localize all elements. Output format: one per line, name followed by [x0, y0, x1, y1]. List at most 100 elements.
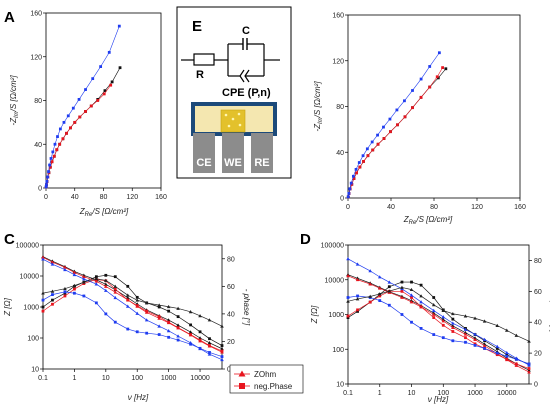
x-tick-label: 100 — [131, 375, 143, 382]
impedance-point-blue — [41, 257, 45, 261]
x-axis-label: ZRe/S [Ω/cm²] — [403, 215, 453, 226]
panel-letter-a: A — [4, 9, 15, 26]
impedance-point-black — [125, 295, 130, 300]
phase-point-red — [167, 320, 171, 324]
data-point-blue — [395, 108, 399, 112]
phase-point-blue — [113, 320, 117, 324]
impedance-line-black — [347, 274, 530, 371]
impedance-point-blue — [368, 269, 372, 273]
phase-point-black — [419, 283, 423, 287]
impedance-point-ztrace — [473, 316, 477, 320]
y-tick-label: 10000 — [20, 274, 40, 281]
data-point-blue — [91, 77, 95, 81]
impedance-point-ztrace — [527, 339, 531, 343]
data-point-red — [69, 126, 72, 130]
impedance-point-blue — [207, 352, 212, 356]
impedance-point-ztrace — [63, 286, 67, 291]
phase-point-black — [189, 323, 192, 327]
data-point-blue — [365, 147, 369, 151]
data-point-blue — [62, 120, 66, 124]
phase-point-red — [410, 296, 413, 299]
phase-point-red — [145, 309, 149, 313]
y-tick-label: 80 — [34, 98, 42, 105]
impedance-point-blue — [72, 272, 77, 277]
impedance-line-red — [42, 257, 223, 353]
data-point-red — [352, 177, 356, 180]
electrode-label-we: WE — [224, 157, 242, 169]
impedance-point-red — [82, 274, 86, 279]
data-point-blue — [53, 142, 57, 146]
phase-point-blue — [441, 336, 445, 340]
phase-point-black — [113, 275, 117, 279]
impedance-point-red — [431, 312, 436, 316]
impedance-point-blue — [387, 280, 392, 284]
phase-point-black — [495, 347, 499, 350]
impedance-point-red — [368, 282, 372, 286]
phase-line-blue — [42, 291, 223, 357]
impedance-point-red — [482, 344, 487, 348]
sample-texture — [238, 123, 242, 127]
data-point-red — [61, 137, 65, 141]
y-axis-label: Z [Ω] — [310, 305, 319, 324]
impedance-point-red — [113, 290, 118, 294]
phase-point-blue — [135, 330, 139, 334]
capacitor-label: C — [242, 25, 250, 37]
data-point-blue — [354, 168, 358, 171]
impedance-point-ztrace — [514, 333, 519, 337]
phase-point-red — [135, 304, 139, 308]
y-tick-label: 100000 — [321, 243, 344, 250]
electrode-schematic: CE WE RE — [191, 102, 277, 173]
data-point-red — [428, 85, 432, 89]
y2-tick-label: 60 — [227, 284, 235, 291]
y-tick-label: 160 — [30, 11, 42, 18]
x-tick-label: 0.1 — [343, 390, 353, 397]
impedance-point-blue — [63, 267, 67, 272]
impedance-point-black — [166, 318, 171, 322]
legend-zohm-marker — [238, 370, 246, 377]
impedance-point-ztrace — [125, 293, 130, 297]
impedance-point-ztrace — [144, 301, 149, 305]
phase-point-black — [346, 316, 350, 319]
impedance-point-blue — [419, 300, 423, 304]
data-point-blue — [45, 180, 49, 183]
data-point-black — [444, 67, 448, 71]
x-tick-label: 160 — [514, 204, 526, 211]
data-point-blue — [351, 174, 355, 178]
data-point-blue — [419, 77, 423, 81]
legend-zohm-label: ZOhm — [254, 370, 277, 379]
phase-point-blue — [73, 291, 76, 295]
impedance-point-red — [514, 363, 519, 367]
cpe-symbol-left — [239, 69, 245, 83]
impedance-point-red — [94, 279, 99, 283]
series-line-blue — [45, 26, 120, 187]
panel-letter-e: E — [192, 18, 202, 35]
phase-point-black — [94, 275, 98, 279]
impedance-point-ztrace — [41, 291, 45, 295]
phase-point-blue — [220, 355, 224, 358]
bode-plot-d: 0.1 1 10 100 1000 10000 10 100 1000 10000 100000 ν … — [310, 243, 550, 405]
phase-point-red — [400, 289, 404, 293]
data-point-blue — [44, 185, 48, 189]
data-point-red — [50, 160, 54, 164]
y-tick-label: 10 — [336, 382, 344, 389]
working-electrode-sample — [220, 109, 246, 133]
panel-letter-d: D — [300, 231, 311, 248]
data-point-blue — [348, 187, 352, 191]
phase-point-black — [400, 280, 404, 284]
impedance-point-ztrace — [419, 294, 423, 298]
phase-line-red — [347, 290, 530, 369]
impedance-point-ztrace — [377, 292, 382, 296]
impedance-point-red — [473, 337, 477, 341]
x-tick-label: 0 — [346, 204, 350, 211]
phase-point-red — [208, 344, 211, 347]
impedance-point-blue — [113, 295, 118, 300]
impedance-point-ztrace — [451, 311, 455, 316]
phase-line-blue — [347, 295, 530, 365]
data-point-red — [48, 165, 52, 169]
impedance-point-blue — [505, 350, 509, 355]
x-tick-label: 0 — [44, 194, 48, 201]
data-point-black — [103, 89, 107, 93]
phase-point-black — [432, 296, 436, 299]
impedance-point-ztrace — [355, 297, 360, 301]
phase-point-red — [527, 367, 531, 370]
